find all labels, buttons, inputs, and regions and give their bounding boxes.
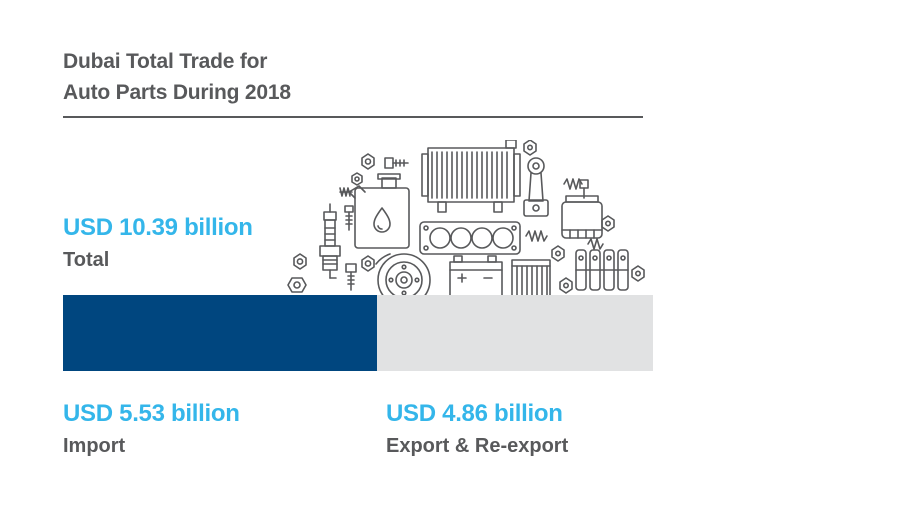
nut-icon — [287, 277, 307, 293]
import-label: Import — [63, 435, 126, 457]
battery-icon — [449, 255, 503, 298]
air-filter-icon — [511, 259, 551, 298]
head-gasket-icon — [419, 221, 521, 255]
spring-icon — [525, 230, 548, 242]
nut-icon — [601, 215, 615, 232]
import-bar-segment — [63, 295, 377, 371]
radiator-icon — [421, 140, 521, 213]
page-title: Dubai Total Trade for Auto Parts During … — [63, 46, 483, 108]
connecting-rod-icon — [523, 157, 549, 217]
spark-plug-icon — [319, 203, 341, 279]
trade-bar — [63, 295, 653, 371]
nut-icon — [523, 140, 537, 156]
total-value: USD 10.39 billion — [63, 214, 253, 241]
oil-canister-icon — [348, 173, 410, 249]
nut-icon — [631, 265, 645, 282]
title-divider — [63, 116, 643, 118]
nut-icon — [551, 245, 565, 262]
export-value: USD 4.86 billion — [386, 400, 563, 427]
nut-icon — [351, 172, 363, 186]
bolt-icon — [344, 205, 354, 231]
bolt-icon — [384, 157, 409, 169]
oil-filter-icon — [561, 195, 603, 239]
nut-icon — [361, 153, 375, 170]
nut-icon — [361, 255, 375, 272]
nut-icon — [293, 253, 307, 270]
export-label: Export & Re-export — [386, 435, 569, 457]
brake-disc-icon — [375, 253, 433, 298]
title-text: Dubai Total Trade for Auto Parts During … — [63, 50, 291, 104]
spring-icon — [563, 178, 583, 190]
nut-icon — [559, 277, 573, 294]
auto-parts-illustration — [280, 140, 660, 298]
spring-icon — [587, 238, 604, 250]
camshaft-icon — [575, 249, 629, 291]
import-value: USD 5.53 billion — [63, 400, 240, 427]
bolt-icon — [345, 263, 357, 291]
total-label: Total — [63, 249, 110, 271]
